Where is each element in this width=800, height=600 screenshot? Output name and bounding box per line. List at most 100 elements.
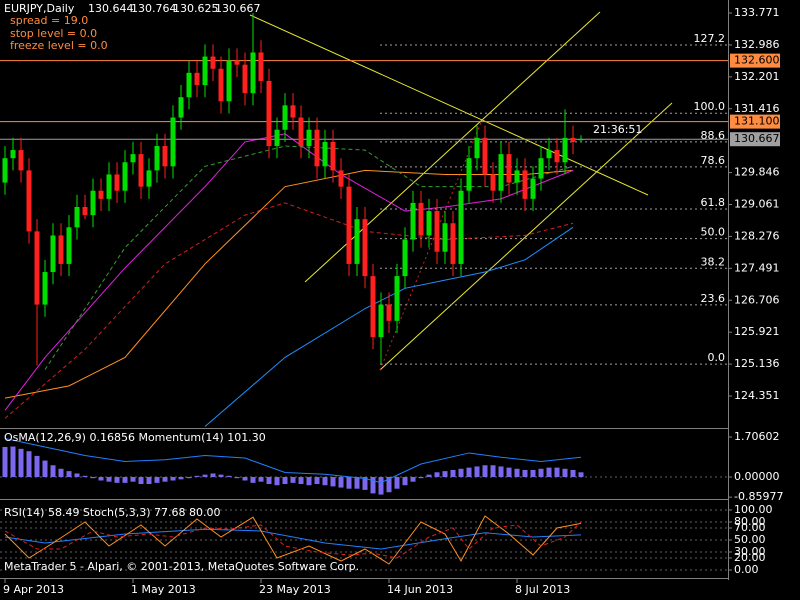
- candle-body: [82, 206, 88, 216]
- histogram-bar: [290, 476, 296, 483]
- candle-body: [18, 150, 24, 171]
- candle-body: [162, 146, 168, 167]
- candle-body: [306, 129, 312, 147]
- histogram-bar: [562, 468, 568, 477]
- histogram-bar: [242, 476, 248, 481]
- histogram-bar: [274, 476, 280, 486]
- histogram-bar: [130, 476, 136, 482]
- y-tick-label: 129.846: [734, 166, 780, 179]
- histogram-bar: [170, 476, 176, 481]
- histogram-bar: [90, 476, 96, 479]
- candle-body: [34, 231, 40, 305]
- histogram-bar: [314, 476, 320, 485]
- histogram-bar: [138, 476, 144, 485]
- histogram-bar: [386, 476, 392, 493]
- candle-body: [482, 137, 488, 175]
- y-tick-label: 125.921: [734, 325, 780, 338]
- candle-body: [106, 174, 112, 199]
- indicator-line: [4, 528, 582, 550]
- candle-body: [274, 129, 280, 147]
- histogram-bar: [298, 476, 304, 485]
- indicator-title: RSI(14) 58.49 Stoch(5,3,3) 77.68 80.00: [4, 506, 221, 519]
- candle-body: [74, 206, 80, 228]
- histogram-bar: [122, 476, 128, 483]
- histogram-bar: [362, 476, 368, 490]
- y-tick-label: 124.351: [734, 389, 780, 402]
- fib-label: 100.0: [694, 100, 726, 113]
- histogram-bar: [450, 469, 456, 477]
- y-tick-label: 129.061: [734, 198, 780, 211]
- histogram-bar: [106, 476, 112, 482]
- price-box-label: 131.100: [734, 115, 780, 128]
- histogram-bar: [42, 460, 48, 477]
- histogram-bar: [370, 476, 376, 494]
- candle-body: [66, 227, 72, 264]
- fib-label: 88.6: [701, 129, 726, 142]
- candle-body: [538, 158, 544, 179]
- candle-body: [146, 170, 152, 187]
- candle-body: [42, 272, 48, 305]
- candle-body: [530, 178, 536, 199]
- histogram-bar: [58, 468, 64, 477]
- candle-body: [234, 60, 240, 65]
- candle-body: [466, 158, 472, 191]
- candle-body: [226, 60, 232, 102]
- histogram-bar: [194, 475, 200, 477]
- histogram-bar: [426, 474, 432, 477]
- candle-body: [130, 154, 136, 163]
- y-tick-label: 127.491: [734, 261, 780, 274]
- histogram-bar: [514, 468, 520, 477]
- candle-body: [490, 174, 496, 191]
- ohlc-close: 130.667: [215, 2, 261, 15]
- y-tick-label: 125.136: [734, 357, 780, 370]
- candle-body: [362, 219, 368, 277]
- candle-body: [266, 80, 272, 147]
- candle-body: [562, 137, 568, 163]
- candle-body: [90, 190, 96, 216]
- candle-body: [554, 150, 560, 163]
- candle-body: [354, 219, 360, 264]
- histogram-bar: [234, 476, 240, 479]
- candle-body: [338, 170, 344, 187]
- histogram-bar: [114, 476, 120, 483]
- candle-body: [114, 174, 120, 191]
- candle-body: [50, 235, 56, 273]
- x-tick-label: 9 Apr 2013: [3, 583, 64, 596]
- histogram-bar: [250, 476, 256, 483]
- histogram-bar: [186, 476, 192, 479]
- price-box: [730, 53, 780, 68]
- histogram-bar: [210, 473, 216, 477]
- chart-title: EURJPY,Daily: [4, 2, 75, 15]
- indicator-line: [204, 226, 574, 427]
- indicator-line: [4, 521, 582, 559]
- candle-body: [122, 162, 128, 191]
- candle-body: [426, 211, 432, 236]
- histogram-bar: [322, 476, 328, 486]
- fib-label: 23.6: [701, 292, 726, 305]
- histogram-bar: [338, 476, 344, 488]
- histogram-bar: [154, 476, 160, 483]
- y-tick-label: 0.00: [734, 563, 759, 576]
- trendline: [304, 11, 601, 283]
- x-tick-label: 14 Jun 2013: [387, 583, 453, 596]
- histogram-bar: [146, 476, 152, 485]
- histogram-bar: [162, 476, 168, 482]
- candle-body: [402, 239, 408, 277]
- ohlc-high: 130.764: [131, 2, 177, 15]
- ohlc-low: 130.625: [173, 2, 219, 15]
- y-tick-label: 131.416: [734, 102, 780, 115]
- indicator-line: [4, 169, 574, 399]
- candle-body: [322, 141, 328, 167]
- candle-body: [394, 276, 400, 321]
- histogram-bar: [226, 475, 232, 477]
- candle-body: [186, 72, 192, 98]
- fib-label: 127.2: [694, 32, 726, 45]
- histogram-bar: [82, 475, 88, 477]
- candle-body: [378, 304, 384, 338]
- candle-body: [98, 190, 104, 199]
- x-tick-label: 23 May 2013: [259, 583, 331, 596]
- candle-body: [178, 97, 184, 118]
- candle-body: [450, 223, 456, 264]
- candle-body: [442, 223, 448, 252]
